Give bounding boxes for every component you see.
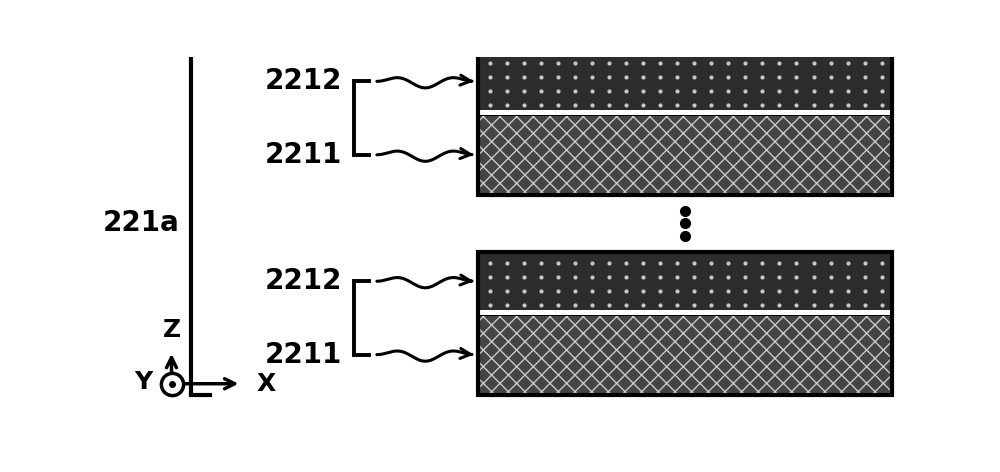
Bar — [478, 115, 892, 195]
Bar — [478, 252, 892, 395]
Bar — [478, 252, 892, 310]
Text: 2211: 2211 — [265, 341, 342, 369]
Bar — [478, 315, 892, 395]
Text: 221a: 221a — [103, 210, 179, 237]
Text: X: X — [257, 372, 276, 396]
Bar — [478, 52, 892, 110]
Text: 2212: 2212 — [265, 67, 342, 95]
Text: Z: Z — [162, 318, 181, 342]
Bar — [478, 315, 892, 395]
Text: 2211: 2211 — [265, 141, 342, 169]
Text: Y: Y — [134, 370, 152, 394]
Bar — [478, 52, 892, 195]
Bar — [478, 115, 892, 195]
Text: 2212: 2212 — [265, 267, 342, 295]
